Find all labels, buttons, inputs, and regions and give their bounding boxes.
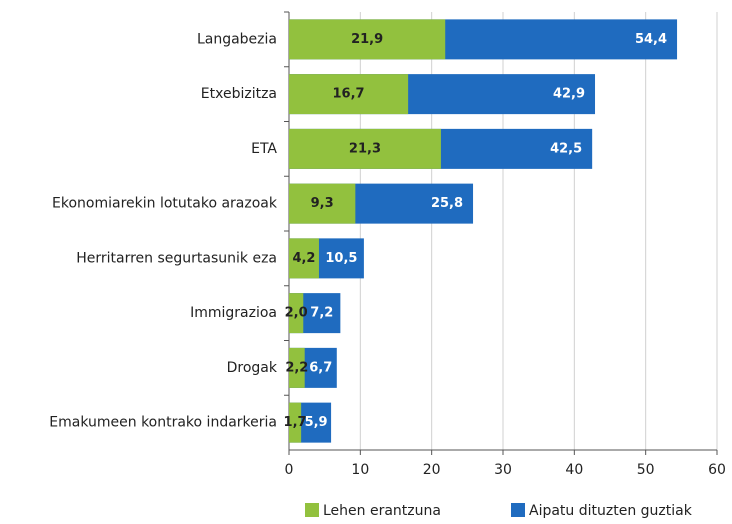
value-label: 5,9 [305,415,328,430]
bar [289,347,305,388]
x-tick-label: 40 [565,462,583,478]
legend-label: Aipatu dituzten guztiak [529,503,693,519]
bar [289,128,441,169]
x-tick-label: 60 [708,462,726,478]
value-label: 16,7 [333,87,365,102]
x-tick-label: 20 [423,462,441,478]
y-tick-label: Etxebizitza [201,86,277,102]
value-label: 4,2 [292,251,315,266]
value-label: 54,4 [635,32,667,47]
value-label: 42,5 [550,141,582,156]
bar [289,74,409,115]
value-label: 1,7 [284,415,307,430]
y-tick-label: Emakumeen kontrako indarkeria [49,415,277,431]
value-label: 6,7 [309,360,332,375]
y-tick-label: Herritarren segurtasunik eza [76,250,277,266]
value-label: 25,8 [431,196,463,211]
y-tick-label: Ekonomiarekin lotutako arazoak [52,196,278,212]
value-label: 42,9 [553,87,585,102]
bar [289,238,319,279]
y-tick-label: Immigrazioa [190,305,277,321]
legend-swatch [305,503,319,517]
value-label: 2,0 [285,306,308,321]
y-tick-label: ETA [251,141,277,157]
x-tick-label: 30 [494,462,512,478]
value-label: 9,3 [311,196,334,211]
bar [289,402,302,443]
value-label: 21,3 [349,141,381,156]
y-tick-label: Drogak [227,360,278,376]
x-tick-label: 50 [637,462,655,478]
value-label: 2,2 [285,360,308,375]
legend-label: Lehen erantzuna [323,503,441,519]
value-label: 10,5 [325,251,357,266]
x-tick-label: 10 [351,462,369,478]
bar [289,19,446,60]
legend-swatch [511,503,525,517]
bar [289,183,356,224]
value-label: 7,2 [310,306,333,321]
bar [289,293,304,334]
y-tick-label: Langabezia [197,31,277,47]
x-tick-label: 0 [285,462,294,478]
value-label: 21,9 [351,32,383,47]
